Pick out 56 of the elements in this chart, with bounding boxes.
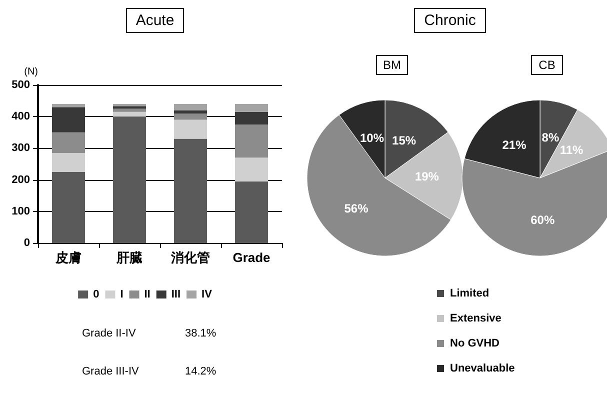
bar [113,112,146,117]
y-tick-label: 100 [12,205,30,218]
y-axis-title: (N) [24,66,38,78]
bar [113,108,146,112]
bar [235,112,268,124]
data-label: 21% [502,138,527,152]
text: Grade II-IV [82,328,136,340]
x-tick-label: 肝臓 [116,250,142,265]
bar [235,158,268,182]
legend-label: Limited [450,288,490,300]
bar [174,104,207,110]
legend-label: II [144,288,150,300]
x-tick-label: 消化管 [170,250,210,265]
text: 14.2% [185,366,216,378]
bar [174,113,207,120]
bar [52,172,85,243]
legend-label: Unevaluable [450,362,515,374]
y-tick-label: 300 [12,142,30,154]
bar [52,152,85,172]
text: Grade III-IV [82,366,140,378]
y-tick-label: 400 [12,110,30,123]
slice-label: BM [383,58,402,72]
data-label: 10% [360,131,384,146]
chart-title: Chronic [424,12,476,29]
bar [52,107,85,132]
data-label: 19% [414,170,440,184]
legend-label: I [120,288,124,300]
data-label: 60% [530,212,555,227]
bar [174,120,207,139]
bar [52,104,85,108]
legend-label: Extensive [450,312,502,324]
data-label: 11% [560,143,584,158]
data-label: 56% [344,202,369,216]
bar [174,110,207,114]
legend-label: IV [202,288,213,300]
bar [113,104,146,106]
bar [52,132,85,153]
y-tick-label: 0 [24,237,30,249]
bar [235,181,268,243]
legend-label: III [171,288,181,300]
legend-label: No GVHD [450,338,500,350]
y-tick-label: 500 [12,79,30,91]
bar [174,138,207,243]
bar [235,124,268,158]
bar [113,106,146,109]
bar [113,116,146,243]
data-label: 8% [542,130,560,144]
data-label: 15% [392,134,416,148]
legend-label: 0 [93,288,100,300]
bar [235,104,268,112]
x-tick-label: Grade [232,250,270,265]
x-tick-label: 皮膚 [54,250,82,265]
slice-label: CB [538,58,556,72]
y-tick-label: 200 [12,174,30,186]
text: 38.1% [185,328,216,340]
chart-title: Acute [136,12,174,29]
